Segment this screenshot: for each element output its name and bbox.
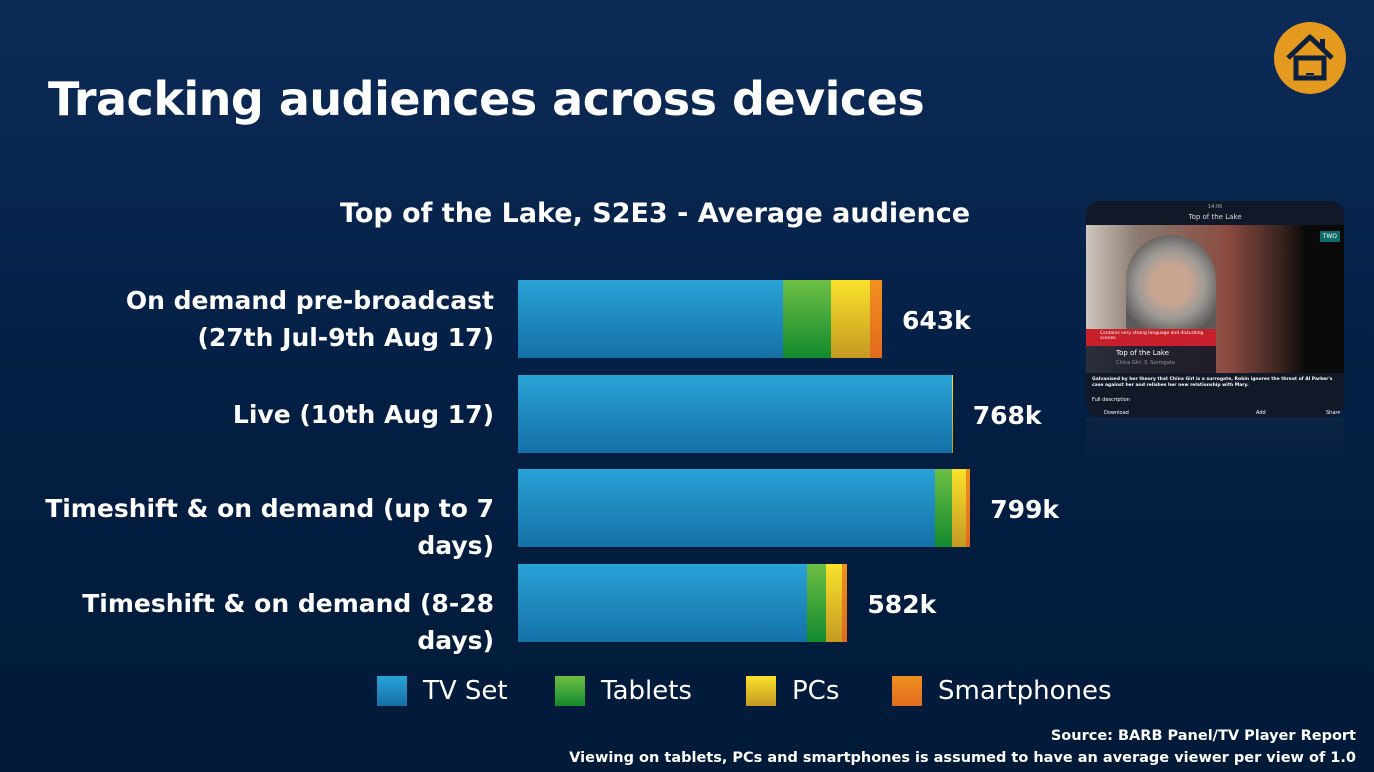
- legend-swatch: [555, 676, 585, 706]
- episode-name: China Girl: 3. Surrogate: [1116, 360, 1175, 366]
- show-name: Top of the Lake: [1116, 349, 1170, 357]
- legend-swatch: [746, 676, 776, 706]
- warning-banner: Contains very strong language and distur…: [1086, 329, 1216, 346]
- legend-label: Smartphones: [938, 676, 1112, 706]
- home-icon[interactable]: [1274, 22, 1346, 94]
- viewing-note: Viewing on tablets, PCs and smartphones …: [569, 750, 1356, 766]
- total-label: 768k: [972, 401, 1042, 430]
- legend-item: TV Set: [377, 676, 508, 706]
- full-description-link[interactable]: Full description: [1092, 397, 1130, 403]
- legend-swatch: [892, 676, 922, 706]
- page-title: Tracking audiences across devices: [48, 72, 925, 126]
- legend-item: Smartphones: [892, 676, 1112, 706]
- stacked-bar: [518, 280, 882, 358]
- bar-segment-tablets: [782, 280, 831, 358]
- bar-segment-smartphones: [966, 469, 971, 547]
- legend-item: PCs: [746, 676, 839, 706]
- bar-segment-tablets: [807, 564, 827, 642]
- screenshot-reflection: [1086, 417, 1344, 467]
- phone-time: 14:06: [1207, 204, 1223, 210]
- total-label: 799k: [990, 495, 1060, 524]
- bar-segment-pcs: [952, 469, 967, 547]
- bar-segment-tv-set: [518, 280, 783, 358]
- video-still[interactable]: TWO Contains very strong language and di…: [1086, 225, 1344, 373]
- category-label: On demand pre-broadcast (27th Jul-9th Aug…: [125, 286, 494, 352]
- bar-segment-smartphones: [841, 564, 848, 642]
- bar-segment-pcs: [826, 564, 842, 642]
- stacked-bar: [518, 375, 953, 453]
- bar-segment-tv-set: [518, 375, 952, 453]
- legend-label: Tablets: [601, 676, 692, 706]
- bar-segment-tablets: [935, 469, 953, 547]
- category-label: Timeshift & on demand (up to 7 days): [45, 493, 494, 560]
- chart-title: Top of the Lake, S2E3 - Average audience: [339, 198, 971, 229]
- legend-item: Tablets: [555, 676, 692, 706]
- channel-badge: TWO: [1319, 231, 1340, 242]
- bar-segment-tv-set: [518, 564, 808, 642]
- tv-player-screenshot: 14:06 Top of the Lake TWO Contains very …: [1086, 201, 1344, 417]
- stacked-bar: [518, 564, 848, 642]
- portrait: [1126, 235, 1216, 345]
- legend-label: PCs: [792, 676, 840, 706]
- bar-segment-pcs: [830, 280, 871, 358]
- add-button[interactable]: Add: [1256, 410, 1266, 416]
- legend-label: TV Set: [423, 676, 508, 706]
- bar-segment-tv-set: [518, 469, 936, 547]
- legend-swatch: [377, 676, 407, 706]
- description: Galvanised by her theory that China Girl…: [1092, 377, 1333, 388]
- stacked-bar: [518, 469, 971, 547]
- bar-segment-smartphones: [870, 280, 882, 358]
- share-button[interactable]: Share: [1326, 410, 1341, 416]
- total-label: 582k: [867, 590, 937, 619]
- category-label: Timeshift & on demand (8-28 days): [82, 588, 494, 655]
- source-note: Source: BARB Panel/TV Player Report: [1050, 728, 1356, 744]
- category-label: Live (10th Aug 17): [232, 399, 494, 429]
- download-button[interactable]: Download: [1104, 410, 1129, 416]
- bar-segment-pcs: [951, 375, 953, 453]
- total-label: 643k: [901, 306, 971, 335]
- phone-title: Top of the Lake: [1188, 213, 1242, 221]
